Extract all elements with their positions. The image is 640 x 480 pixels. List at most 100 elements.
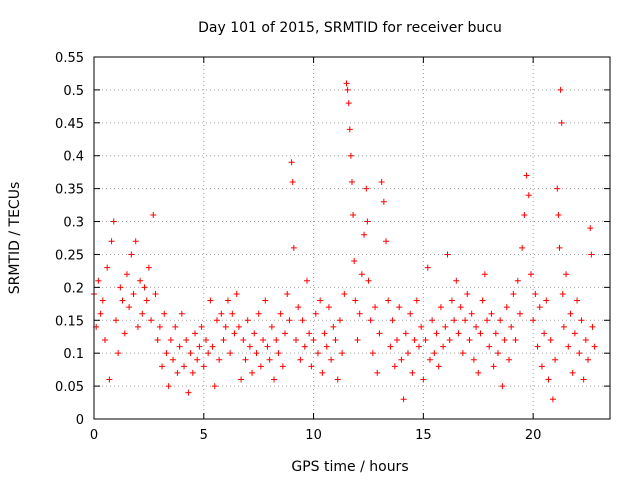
data-point — [264, 343, 271, 350]
data-point — [303, 277, 310, 284]
data-point — [369, 350, 376, 357]
data-point — [257, 363, 264, 370]
data-point — [339, 350, 346, 357]
data-point — [244, 317, 251, 324]
data-point — [110, 218, 117, 225]
data-point — [319, 369, 326, 376]
data-point — [323, 343, 330, 350]
data-point — [433, 330, 440, 337]
data-point — [385, 297, 392, 304]
data-point — [170, 356, 177, 363]
data-point — [117, 284, 124, 291]
data-point — [279, 363, 286, 370]
data-point — [163, 350, 170, 357]
data-point — [501, 337, 508, 344]
data-point — [532, 290, 539, 297]
data-point — [492, 330, 499, 337]
data-point — [301, 343, 308, 350]
data-point — [437, 304, 444, 311]
data-point — [552, 356, 559, 363]
data-point — [286, 317, 293, 324]
data-point — [262, 297, 269, 304]
data-point — [479, 297, 486, 304]
data-point — [400, 396, 407, 403]
data-point — [253, 350, 260, 357]
data-point — [435, 363, 442, 370]
data-point — [402, 330, 409, 337]
data-point — [183, 337, 190, 344]
data-point — [161, 310, 168, 317]
data-point — [141, 284, 148, 291]
data-point — [115, 350, 122, 357]
data-point — [376, 330, 383, 337]
data-point — [464, 290, 471, 297]
y-tick-label: 0.05 — [55, 380, 84, 395]
data-point — [569, 369, 576, 376]
grid — [94, 57, 610, 419]
data-point — [282, 330, 289, 337]
data-point — [317, 297, 324, 304]
data-point — [364, 218, 371, 225]
data-point — [372, 304, 379, 311]
data-point — [299, 317, 306, 324]
x-tick-label: 20 — [525, 428, 542, 443]
data-point — [587, 225, 594, 232]
data-point — [112, 317, 119, 324]
data-point — [356, 310, 363, 317]
data-point — [154, 337, 161, 344]
data-point — [196, 343, 203, 350]
data-point — [470, 356, 477, 363]
data-point — [165, 383, 172, 390]
data-point — [150, 211, 157, 218]
data-point — [378, 179, 385, 186]
y-tick-label: 0.35 — [55, 183, 84, 198]
data-point — [347, 152, 354, 159]
data-point — [345, 100, 352, 107]
data-point — [525, 192, 532, 199]
data-point — [457, 304, 464, 311]
data-point — [413, 297, 420, 304]
data-point — [231, 330, 238, 337]
data-point — [580, 376, 587, 383]
data-point — [246, 343, 253, 350]
data-point — [271, 376, 278, 383]
data-point — [543, 297, 550, 304]
data-point — [354, 337, 361, 344]
data-point — [446, 337, 453, 344]
data-point — [121, 330, 128, 337]
data-point — [541, 330, 548, 337]
data-point — [260, 337, 267, 344]
data-point — [495, 350, 502, 357]
data-point — [187, 350, 194, 357]
data-point — [332, 337, 339, 344]
data-point — [143, 297, 150, 304]
data-point — [207, 297, 214, 304]
plot-frame — [93, 56, 611, 420]
data-point — [523, 172, 530, 179]
data-point — [341, 290, 348, 297]
data-point — [383, 238, 390, 245]
data-point — [557, 86, 564, 93]
data-point — [567, 310, 574, 317]
data-point — [497, 317, 504, 324]
data-point — [293, 337, 300, 344]
data-point — [508, 323, 515, 330]
data-point — [363, 185, 370, 192]
data-point — [451, 317, 458, 324]
data-point — [101, 337, 108, 344]
data-point — [249, 369, 256, 376]
data-point — [194, 356, 201, 363]
data-point — [516, 310, 523, 317]
data-point — [588, 251, 595, 258]
data-point — [132, 238, 139, 245]
y-tick-label: 0.45 — [55, 117, 84, 132]
data-point — [424, 264, 431, 271]
y-axis-title: SRMTID / TECUs — [7, 182, 23, 295]
data-point — [325, 304, 332, 311]
y-tick-label: 0.2 — [63, 281, 84, 296]
data-point — [145, 264, 152, 271]
data-point — [484, 317, 491, 324]
data-point — [505, 356, 512, 363]
y-tick-label: 0 — [76, 413, 84, 428]
